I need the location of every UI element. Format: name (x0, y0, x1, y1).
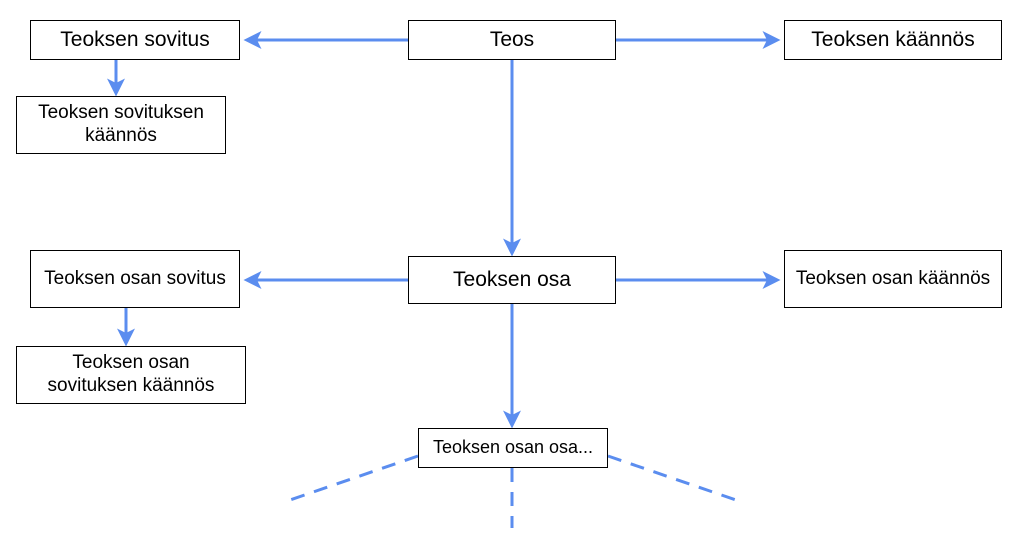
node-label: Teoksen osan osa... (433, 437, 593, 459)
edge (290, 456, 418, 500)
node-label: Teoksen osan sovituksen käännös (25, 352, 237, 398)
node-teoksen_osa: Teoksen osa (408, 256, 616, 304)
node-osan_osa: Teoksen osan osa... (418, 428, 608, 468)
node-osan_sov_kaannos: Teoksen osan sovituksen käännös (16, 346, 246, 404)
node-osan_kaannos: Teoksen osan käännös (784, 250, 1002, 308)
node-sovituksen_kaannos: Teoksen sovituksen käännös (16, 96, 226, 154)
node-label: Teoksen osan käännös (796, 268, 990, 291)
node-label: Teoksen osan sovitus (44, 268, 226, 291)
node-label: Teoksen käännös (811, 27, 974, 52)
node-label: Teos (490, 27, 534, 52)
edge (608, 456, 736, 500)
node-teoksen_sovitus: Teoksen sovitus (30, 20, 240, 60)
node-teoksen_kaannos: Teoksen käännös (784, 20, 1002, 60)
node-label: Teoksen osa (453, 267, 571, 292)
node-osan_sovitus: Teoksen osan sovitus (30, 250, 240, 308)
node-label: Teoksen sovitus (60, 27, 209, 52)
node-label: Teoksen sovituksen käännös (25, 102, 217, 148)
node-teos: Teos (408, 20, 616, 60)
